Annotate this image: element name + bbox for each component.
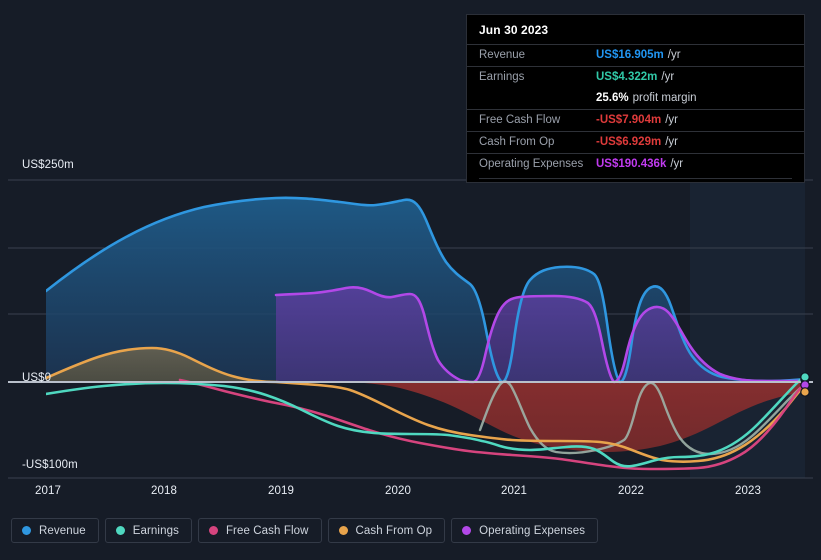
- series-line-revenue: [46, 196, 805, 384]
- tooltip-row-cash-from-op: Cash From Op -US$6.929m /yr: [467, 131, 804, 153]
- tooltip-value-earnings: US$4.322m: [596, 71, 658, 83]
- series-line-cash-from-op: [46, 346, 805, 463]
- tooltip-value-cash-from-op: -US$6.929m: [596, 136, 662, 148]
- legend-dot-free-cash-flow-icon: [208, 526, 218, 535]
- tooltip-label-free-cash-flow: Free Cash Flow: [479, 114, 561, 126]
- chart-plot-area: US$250m US$0 -US$100m 2017 2018 2019 202…: [8, 159, 813, 497]
- tooltip-date: Jun 30 2023: [479, 23, 549, 37]
- legend-dot-cash-from-op-icon: [338, 526, 348, 535]
- legend-label-revenue: Revenue: [39, 524, 86, 537]
- tooltip-value-revenue: US$16.905m: [596, 49, 664, 61]
- legend-item-operating-expenses[interactable]: Operating Expenses: [451, 518, 599, 543]
- tooltip-row-free-cash-flow: Free Cash Flow -US$7.904m /yr: [467, 109, 804, 131]
- legend-label-earnings: Earnings: [132, 524, 179, 537]
- endpoint-cash-from-op: [800, 387, 810, 397]
- chart-legend: Revenue Earnings Free Cash Flow Cash Fro…: [11, 518, 599, 543]
- tooltip-value-profit-margin: 25.6%: [596, 92, 629, 104]
- legend-item-free-cash-flow[interactable]: Free Cash Flow: [197, 518, 322, 543]
- x-axis-label-2020: 2020: [385, 485, 411, 497]
- tooltip-label-revenue: Revenue: [479, 49, 526, 61]
- x-axis-label-2019: 2019: [268, 485, 294, 497]
- tooltip-label-earnings: Earnings: [479, 71, 525, 83]
- tooltip-bottom-divider: [479, 178, 792, 179]
- x-axis-label-2017: 2017: [35, 485, 61, 497]
- legend-dot-revenue-icon: [22, 526, 31, 535]
- endpoint-markers: [800, 372, 810, 397]
- tooltip-row-operating-expenses: Operating Expenses US$190.436k /yr: [467, 153, 804, 175]
- y-axis-label-zero: US$0: [22, 372, 52, 384]
- tooltip-unit-profit-margin: profit margin: [632, 92, 697, 104]
- legend-item-earnings[interactable]: Earnings: [104, 518, 192, 543]
- tooltip-label-operating-expenses: Operating Expenses: [479, 158, 584, 170]
- chart-svg: [8, 178, 813, 479]
- tooltip-label-cash-from-op: Cash From Op: [479, 136, 555, 148]
- legend-label-operating-expenses: Operating Expenses: [479, 524, 586, 537]
- tooltip-unit-earnings: /yr: [661, 71, 675, 83]
- tooltip-row-profit-margin: 25.6% profit margin: [467, 88, 804, 109]
- legend-dot-operating-expenses-icon: [462, 526, 472, 535]
- tooltip-row-revenue: Revenue US$16.905m /yr: [467, 44, 804, 66]
- tooltip-unit-free-cash-flow: /yr: [665, 114, 678, 126]
- tooltip-row-earnings: Earnings US$4.322m /yr: [467, 66, 804, 88]
- tooltip-unit-cash-from-op: /yr: [665, 136, 678, 148]
- series-area-revenue: [46, 197, 805, 382]
- y-axis-label-bottom: -US$100m: [22, 459, 78, 471]
- legend-dot-earnings-icon: [115, 526, 125, 535]
- series-line-earnings: [46, 375, 805, 468]
- y-axis-label-top: US$250m: [22, 159, 74, 171]
- x-axis-label-2018: 2018: [151, 485, 177, 497]
- legend-label-cash-from-op: Cash From Op: [355, 524, 433, 537]
- series-area-opex: [276, 287, 805, 382]
- forecast-band: [690, 178, 805, 478]
- series-line-opex: [274, 285, 805, 384]
- tooltip-value-operating-expenses: US$190.436k: [596, 158, 667, 170]
- x-axis-label-2022: 2022: [618, 485, 644, 497]
- data-tooltip: Jun 30 2023 Revenue US$16.905m /yr Earni…: [466, 14, 805, 183]
- legend-item-cash-from-op[interactable]: Cash From Op: [327, 518, 446, 543]
- x-axis-label-2023: 2023: [735, 485, 761, 497]
- series-line-margin-reference: [478, 380, 805, 456]
- tooltip-value-free-cash-flow: -US$7.904m: [596, 114, 662, 126]
- negative-region-fill: [276, 382, 805, 452]
- endpoint-earnings: [800, 372, 810, 382]
- tooltip-unit-revenue: /yr: [667, 49, 681, 61]
- legend-label-free-cash-flow: Free Cash Flow: [225, 524, 309, 537]
- tooltip-unit-operating-expenses: /yr: [670, 158, 684, 170]
- x-axis-label-2021: 2021: [501, 485, 527, 497]
- legend-item-revenue[interactable]: Revenue: [11, 518, 99, 543]
